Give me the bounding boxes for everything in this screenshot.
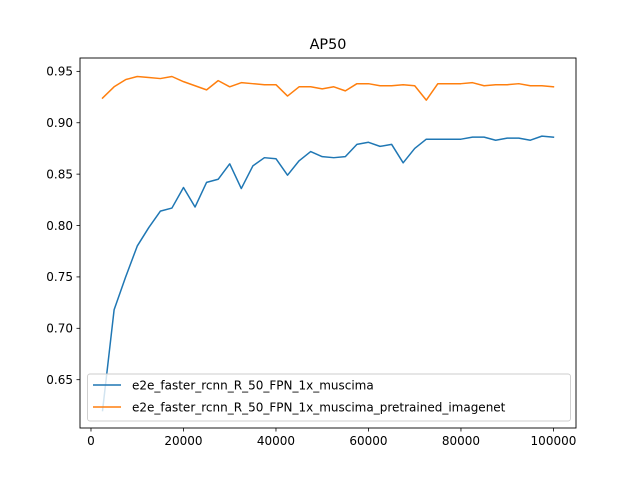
legend-box <box>87 373 571 422</box>
y-tick-label: 0.70 <box>46 322 73 336</box>
x-tick-label: 100000 <box>531 434 577 448</box>
plot-frame <box>79 57 577 429</box>
x-tick-label: 0 <box>87 434 95 448</box>
x-tick-label: 80000 <box>442 434 480 448</box>
series-layer <box>101 75 555 412</box>
legend: e2e_faster_rcnn_R_50_FPN_1x_muscima e2e_… <box>87 373 571 422</box>
y-axis-ticks: 0.65 0.70 0.75 0.80 0.85 0.90 0.95 <box>46 65 80 387</box>
x-tick-label: 60000 <box>349 434 387 448</box>
legend-label-0: e2e_faster_rcnn_R_50_FPN_1x_muscima <box>132 379 374 393</box>
series-line-1 <box>101 75 555 101</box>
x-axis-ticks: 0 20000 40000 60000 80000 100000 <box>87 428 576 448</box>
y-tick-label: 0.80 <box>46 219 73 233</box>
y-tick-label: 0.75 <box>46 270 73 284</box>
y-tick-label: 0.85 <box>46 167 73 181</box>
series-line-0 <box>101 135 555 412</box>
y-tick-label: 0.95 <box>46 65 73 79</box>
y-tick-label: 0.90 <box>46 116 73 130</box>
y-tick-label: 0.65 <box>46 373 73 387</box>
x-tick-label: 20000 <box>164 434 202 448</box>
chart-title: AP50 <box>310 37 347 53</box>
legend-label-1: e2e_faster_rcnn_R_50_FPN_1x_muscima_pret… <box>132 401 506 415</box>
x-tick-label: 40000 <box>257 434 295 448</box>
